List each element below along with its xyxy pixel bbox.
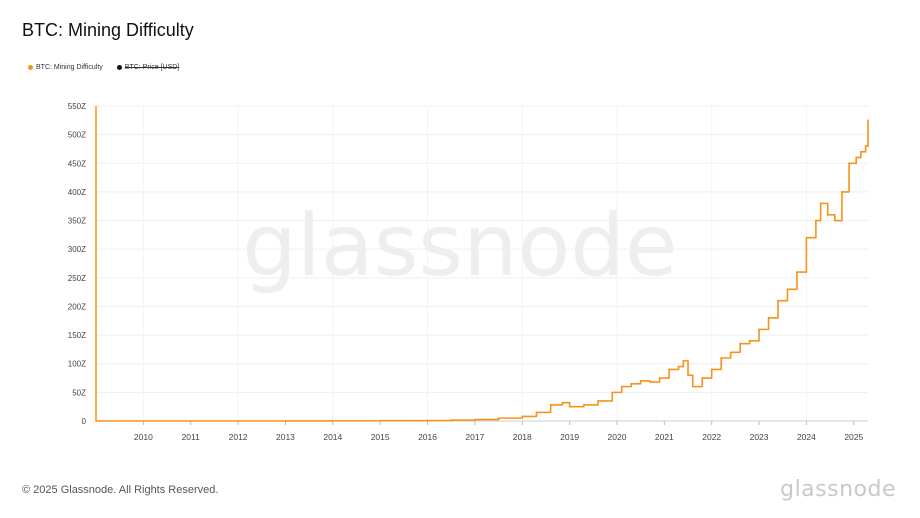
y-tick-label: 150Z: [68, 331, 86, 340]
data-point: [710, 368, 713, 371]
data-point: [720, 357, 723, 359]
y-tick-label: 300Z: [68, 245, 86, 254]
data-point: [687, 374, 689, 377]
x-tick-label: 2013: [276, 432, 295, 442]
y-tick-label: 50Z: [72, 388, 86, 397]
data-point: [815, 219, 817, 222]
data-point: [748, 339, 751, 342]
data-point: [582, 404, 585, 406]
data-point: [777, 299, 779, 302]
legend-item-mining-difficulty[interactable]: BTC: Mining Difficulty: [28, 64, 103, 71]
data-point: [767, 317, 770, 319]
y-tick-label: 250Z: [68, 274, 86, 283]
data-point: [691, 385, 694, 388]
legend-label: BTC: Mining Difficulty: [36, 64, 103, 71]
data-point: [284, 420, 287, 422]
data-point: [855, 156, 858, 159]
data-point: [841, 191, 843, 193]
legend-label: BTC: Price [USD]: [124, 64, 180, 71]
y-tick-label: 550Z: [68, 102, 86, 111]
x-tick-label: 2015: [371, 432, 390, 442]
grid: [96, 105, 868, 422]
data-point: [786, 288, 789, 291]
x-tick-label: 2025: [844, 432, 863, 442]
data-point: [620, 385, 623, 388]
data-point: [805, 236, 808, 239]
data-point: [549, 404, 552, 406]
y-tick-label: 350Z: [68, 217, 86, 226]
data-point: [450, 419, 453, 422]
x-tick-label: 2012: [229, 432, 248, 442]
y-tick-label: 400Z: [68, 188, 86, 197]
y-tick-label: 200Z: [68, 302, 86, 311]
data-point: [521, 415, 524, 418]
legend-item-price[interactable]: BTC: Price [USD]: [116, 64, 180, 71]
data-point: [796, 271, 798, 273]
data-point: [630, 382, 633, 385]
data-point: [611, 391, 614, 394]
data-point: [535, 411, 538, 414]
x-tick-label: 2019: [560, 432, 579, 442]
data-point: [758, 328, 760, 331]
data-point: [729, 351, 732, 354]
data-point: [682, 359, 685, 362]
data-point: [568, 405, 571, 408]
data-point: [658, 377, 661, 379]
x-tick-label: 2021: [655, 432, 674, 442]
data-point: [331, 419, 334, 422]
data-point: [833, 219, 836, 222]
legend: BTC: Mining Difficulty BTC: Price [USD]: [28, 64, 179, 71]
x-tick-label: 2022: [702, 432, 721, 442]
x-tick-label: 2018: [513, 432, 532, 442]
y-tick-label: 0: [82, 417, 87, 426]
data-point: [701, 377, 704, 379]
x-tick-label: 2024: [797, 432, 816, 442]
data-point: [473, 418, 476, 421]
x-tick-label: 2011: [182, 432, 201, 442]
data-point: [379, 419, 382, 422]
x-tick-label: 2017: [465, 432, 484, 442]
x-tick-label: 2016: [418, 432, 437, 442]
watermark: glassnode: [242, 196, 677, 296]
y-tick-label: 100Z: [68, 360, 86, 369]
data-point: [864, 145, 867, 147]
glassnode-logo[interactable]: glassnode: [780, 477, 896, 502]
x-tick-label: 2010: [134, 432, 153, 442]
data-point: [426, 419, 429, 422]
data-point: [597, 400, 599, 402]
data-point: [639, 380, 642, 382]
legend-dot-icon: [28, 65, 33, 70]
data-point: [95, 420, 97, 422]
series-layer: [95, 119, 869, 422]
data-point: [649, 381, 652, 383]
data-point: [668, 368, 670, 371]
data-point: [677, 365, 680, 368]
x-tick-label: 2014: [323, 432, 342, 442]
data-point: [848, 162, 850, 165]
legend-dot-icon: [116, 65, 122, 70]
axes: 0 50Z 100Z 150Z 200Z 250Z 300Z 350Z 400Z 450Z 500Z…: [68, 102, 868, 442]
y-tick-label: 500Z: [68, 131, 86, 140]
copyright: © 2025 Glassnode. All Rights Reserved.: [22, 484, 219, 496]
data-point: [826, 213, 829, 216]
data-point: [561, 401, 564, 404]
data-point: [819, 202, 822, 205]
data-point: [497, 417, 500, 420]
data-point: [859, 150, 862, 153]
data-point: [867, 119, 869, 122]
x-tick-label: 2023: [750, 432, 769, 442]
data-point: [739, 342, 742, 345]
page-title: BTC: Mining Difficulty: [22, 20, 194, 40]
x-tick-label: 2020: [608, 432, 627, 442]
y-tick-label: 450Z: [68, 159, 86, 168]
